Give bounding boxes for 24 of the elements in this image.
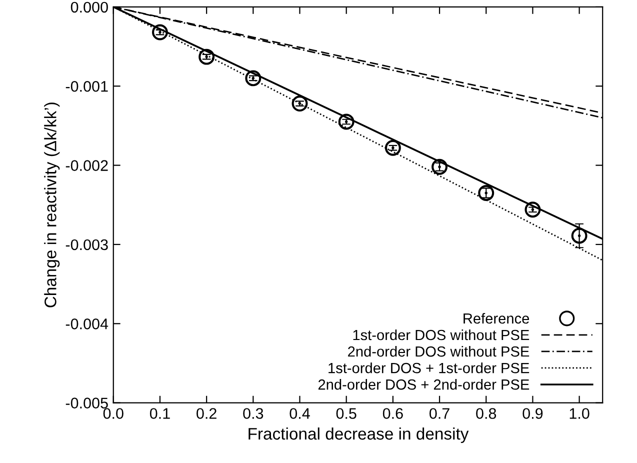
x-tick-label: 1.0 xyxy=(570,408,590,419)
x-tick-label: 0.3 xyxy=(243,408,264,419)
y-tick-label: -0.002 xyxy=(66,160,108,171)
y-tick-label: -0.003 xyxy=(66,239,108,250)
y-tick-label: 0.000 xyxy=(70,2,108,13)
x-tick-label: 0.7 xyxy=(430,408,450,419)
x-tick-label: 0.4 xyxy=(290,408,310,419)
y-tick-label: -0.005 xyxy=(66,398,108,408)
x-axis-title: Fractional decrease in density xyxy=(248,427,469,444)
y-tick-label: -0.001 xyxy=(66,80,108,92)
x-tick-label: 0.2 xyxy=(196,408,216,419)
legend-label: 1st-order DOS + 1st-order PSE xyxy=(328,362,530,374)
x-tick-label: 0.8 xyxy=(476,408,496,419)
x-tick-label: 0.0 xyxy=(103,408,124,419)
x-tick-label: 0.6 xyxy=(382,408,403,419)
y-tick-label: -0.004 xyxy=(66,318,108,330)
x-tick-label: 0.5 xyxy=(336,408,356,419)
legend-label: Reference xyxy=(464,312,530,324)
legend-label: 2nd-order DOS + 2nd-order PSE xyxy=(318,379,530,390)
x-tick-label: 0.1 xyxy=(150,408,170,419)
x-tick-label: 0.9 xyxy=(522,408,543,419)
legend-label: 2nd-order DOS without PSE xyxy=(348,346,530,357)
legend-label: 1st-order DOS without PSE xyxy=(353,329,530,340)
y-axis-title: Change in reactivity (Δk/kk’) xyxy=(44,102,60,308)
